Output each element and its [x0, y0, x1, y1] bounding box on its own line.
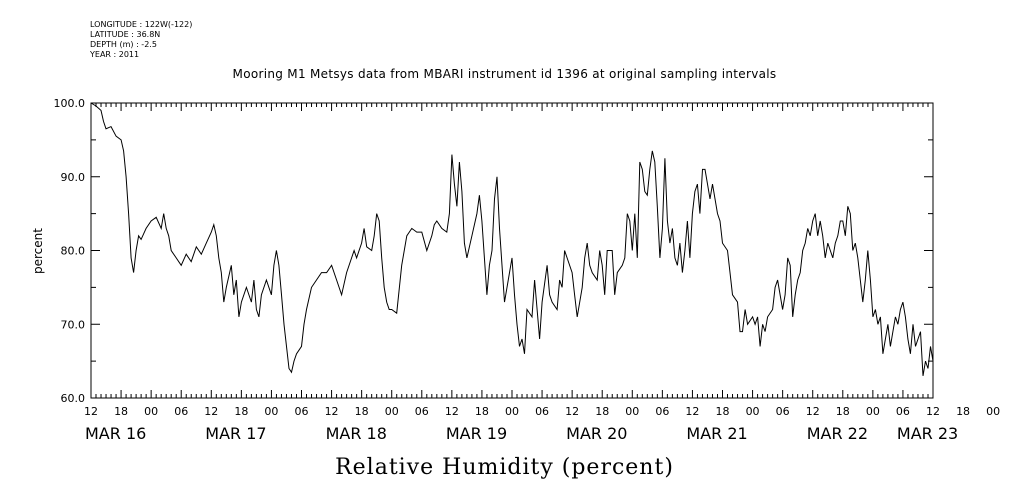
chart-title: Mooring M1 Metsys data from MBARI instru… [232, 67, 777, 81]
date-label: MAR 22 [807, 424, 868, 443]
x-tick-label: 18 [595, 405, 609, 418]
date-label: MAR 23 [897, 424, 958, 443]
year-text: YEAR : 2011 [90, 50, 140, 59]
depth-text: DEPTH (m) : -2.5 [90, 40, 157, 49]
y-tick-label: 90.0 [61, 171, 86, 184]
series-layer [90, 102, 934, 376]
x-tick-label: 00 [866, 405, 880, 418]
latitude-text: LATITUDE : 36.8N [90, 30, 161, 39]
date-label: MAR 16 [85, 424, 146, 443]
y-axis-label: percent [31, 228, 45, 274]
date-label: MAR 19 [446, 424, 507, 443]
x-tick-label: 12 [806, 405, 820, 418]
x-tick-label: 18 [234, 405, 248, 418]
humidity-series-line [90, 102, 934, 376]
y-tick-label: 70.0 [61, 318, 86, 331]
x-tick-label: 06 [655, 405, 669, 418]
x-tick-label: 06 [174, 405, 188, 418]
x-tick-label: 00 [144, 405, 158, 418]
x-tick-label: 00 [385, 405, 399, 418]
x-tick-label: 12 [445, 405, 459, 418]
longitude-text: LONGITUDE : 122W(-122) [90, 20, 193, 29]
x-tick-label: 12 [565, 405, 579, 418]
x-tick-label: 06 [415, 405, 429, 418]
x-tick-label: 18 [475, 405, 489, 418]
x-tick-label: 00 [746, 405, 760, 418]
x-tick-label: 06 [896, 405, 910, 418]
plot-frame [90, 102, 934, 399]
date-label: MAR 18 [326, 424, 387, 443]
x-tick-label: 00 [986, 405, 1000, 418]
x-tick-label: 12 [84, 405, 98, 418]
axes-layer: 60.0 70.0 80.0 90.0 100.0 12 18 00 06 12 18 00 06 12 1… [54, 97, 1001, 443]
x-tick-label: 18 [956, 405, 970, 418]
date-label: MAR 21 [686, 424, 747, 443]
x-axis-title: Relative Humidity (percent) [335, 455, 674, 480]
date-label: MAR 20 [566, 424, 627, 443]
x-tick-label: 00 [625, 405, 639, 418]
x-tick-label: 06 [295, 405, 309, 418]
x-tick-label: 12 [325, 405, 339, 418]
x-tick-label: 06 [535, 405, 549, 418]
y-tick-label: 100.0 [54, 97, 86, 110]
x-tick-label: 18 [836, 405, 850, 418]
x-tick-label: 18 [114, 405, 128, 418]
date-label: MAR 17 [205, 424, 266, 443]
y-tick-label: 60.0 [61, 392, 86, 405]
x-tick-label: 00 [264, 405, 278, 418]
x-tick-label: 12 [685, 405, 699, 418]
x-tick-label: 18 [716, 405, 730, 418]
x-tick-label: 12 [204, 405, 218, 418]
y-tick-label: 80.0 [61, 245, 86, 258]
metadata-block: LONGITUDE : 122W(-122) LATITUDE : 36.8N … [90, 20, 192, 60]
x-tick-label: 18 [355, 405, 369, 418]
x-tick-label: 12 [926, 405, 940, 418]
x-tick-label: 00 [505, 405, 519, 418]
x-tick-label: 06 [776, 405, 790, 418]
